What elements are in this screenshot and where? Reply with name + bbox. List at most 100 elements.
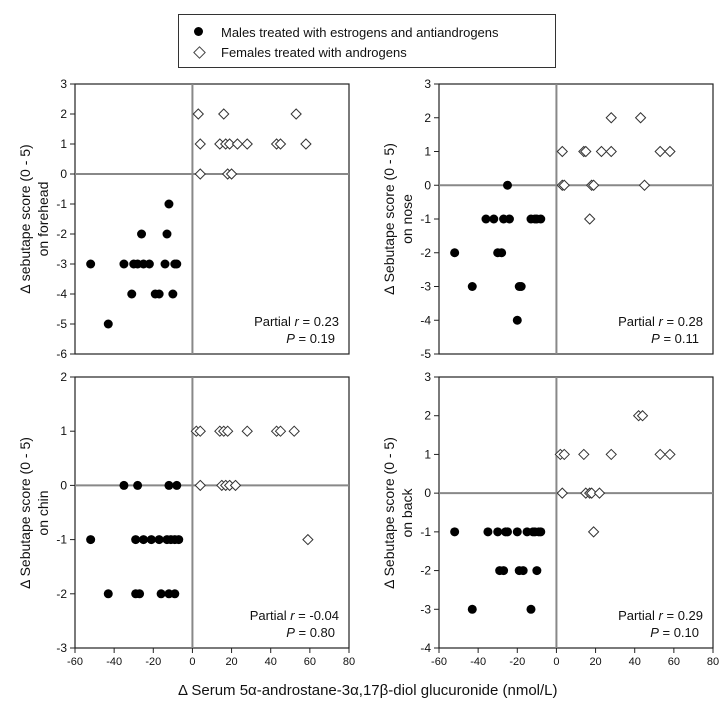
legend-item-females: Females treated with androgens bbox=[191, 42, 407, 62]
scatter-panel-bottom-right: -4 -3 -2 -1 0 1 2 3 -60 -40 -20 0 20 40 60 80 Δ Sebutape… bbox=[381, 370, 719, 668]
male-data-point bbox=[119, 259, 129, 269]
legend: Males treated with estrogens and antiand… bbox=[178, 14, 556, 68]
male-data-point bbox=[131, 535, 141, 545]
female-data-point bbox=[636, 410, 649, 422]
y-tick-label: -5 bbox=[420, 347, 431, 361]
female-data-point bbox=[225, 168, 238, 180]
y-axis-label: Δ Sebutape score (0 - 5) on back bbox=[381, 437, 415, 589]
female-data-point bbox=[290, 108, 302, 120]
filled-circle-icon bbox=[191, 24, 207, 40]
partial-r-symbol: r bbox=[290, 608, 295, 623]
open-diamond-icon bbox=[191, 44, 207, 60]
y-tick-label: 3 bbox=[424, 77, 431, 91]
female-data-point bbox=[231, 138, 244, 150]
male-data-point bbox=[135, 589, 145, 599]
p-value-annotation: P = 0.10 bbox=[650, 625, 699, 640]
female-data-point bbox=[218, 108, 230, 120]
x-tick-label: 80 bbox=[343, 656, 355, 668]
male-data-point bbox=[86, 535, 96, 545]
male-data-point bbox=[512, 315, 522, 325]
y-tick-label: 2 bbox=[60, 107, 67, 121]
male-data-point bbox=[137, 229, 147, 239]
female-data-point bbox=[605, 145, 617, 158]
female-data-point bbox=[192, 108, 205, 120]
y-tick-label: -2 bbox=[56, 587, 67, 601]
y-tick-label: -2 bbox=[420, 564, 431, 578]
y-tick-label: -5 bbox=[56, 317, 67, 331]
partial-r-value: = -0.04 bbox=[295, 608, 339, 623]
x-tick-label: 0 bbox=[553, 656, 559, 668]
partial-r-annotation: Partial r = 0.23 bbox=[254, 314, 339, 329]
female-data-point bbox=[274, 425, 287, 437]
y-tick-label: -2 bbox=[56, 227, 67, 241]
y-tick-label: 3 bbox=[424, 370, 431, 384]
x-tick-label: -40 bbox=[470, 656, 486, 668]
y-tick-label: -4 bbox=[420, 313, 431, 327]
y-tick-label: 2 bbox=[60, 370, 67, 384]
x-tick-label: 40 bbox=[265, 656, 277, 668]
female-data-point bbox=[654, 145, 666, 158]
y-tick-label: -3 bbox=[420, 280, 431, 294]
female-data-point bbox=[583, 213, 596, 225]
male-data-point bbox=[503, 180, 512, 190]
x-tick-label: -20 bbox=[509, 656, 525, 668]
female-data-point bbox=[585, 487, 598, 499]
female-data-point bbox=[229, 479, 242, 492]
female-data-point bbox=[241, 425, 253, 437]
male-data-point bbox=[164, 199, 174, 209]
male-data-point bbox=[489, 214, 499, 224]
partial-r-symbol: r bbox=[659, 608, 664, 623]
male-data-point bbox=[172, 259, 182, 269]
x-tick-label: -40 bbox=[106, 656, 122, 668]
y-tick-label: -4 bbox=[56, 287, 67, 301]
y-axis-label-line2: on chin bbox=[35, 490, 51, 535]
partial-r-annotation: Partial r = 0.28 bbox=[618, 314, 703, 329]
male-data-point bbox=[103, 319, 113, 329]
y-tick-label: -4 bbox=[420, 641, 431, 655]
male-data-point bbox=[483, 527, 493, 537]
partial-r-annotation: Partial r = 0.29 bbox=[618, 608, 703, 623]
female-data-point bbox=[664, 145, 676, 158]
female-data-point bbox=[556, 145, 569, 158]
female-data-point bbox=[664, 448, 676, 461]
female-data-point bbox=[587, 526, 600, 538]
female-data-point bbox=[302, 533, 314, 546]
y-tick-label: 0 bbox=[60, 478, 67, 492]
x-tick-label: 60 bbox=[668, 656, 680, 668]
scatter-panel-bottom-left: -3 -2 -1 0 1 2 -60 -40 -20 0 20 40 60 80 Δ Sebutape sc… bbox=[17, 370, 355, 668]
y-axis-label-line1: Δ Sebutape score (0 - 5) bbox=[381, 143, 397, 295]
y-axis-label-line2: on forehead bbox=[35, 182, 51, 257]
p-symbol: P bbox=[650, 625, 659, 640]
female-data-point bbox=[634, 112, 647, 124]
female-data-point bbox=[587, 179, 600, 191]
female-data-point bbox=[274, 138, 287, 150]
y-tick-label: 1 bbox=[60, 137, 67, 151]
female-data-point bbox=[194, 479, 206, 492]
y-tick-label: -3 bbox=[420, 602, 431, 616]
y-axis-label: Δ Sebutape score (0 - 5) on chin bbox=[17, 437, 51, 589]
male-data-point bbox=[133, 480, 143, 490]
partial-r-prefix: Partial bbox=[250, 608, 290, 623]
female-data-point bbox=[558, 179, 570, 191]
y-tick-label: 1 bbox=[424, 447, 431, 461]
male-data-point bbox=[512, 527, 522, 537]
y-tick-label: 2 bbox=[424, 111, 431, 125]
female-data-point bbox=[593, 487, 606, 499]
female-data-point bbox=[654, 448, 666, 461]
partial-r-symbol: r bbox=[295, 314, 300, 329]
y-axis-label-line2: on nose bbox=[399, 194, 415, 244]
y-tick-label: -1 bbox=[56, 197, 67, 211]
male-data-point bbox=[170, 589, 180, 599]
male-data-point bbox=[467, 604, 477, 614]
p-value-annotation: P = 0.19 bbox=[286, 331, 335, 346]
p-symbol: P bbox=[651, 331, 660, 346]
partial-r-symbol: r bbox=[659, 314, 664, 329]
y-tick-label: -1 bbox=[56, 533, 67, 547]
female-data-point bbox=[558, 448, 570, 461]
y-axis-label-line1: Δ Sebutape score (0 - 5) bbox=[381, 437, 397, 589]
male-data-point bbox=[536, 214, 546, 224]
y-tick-label: -3 bbox=[56, 257, 67, 271]
male-data-point bbox=[493, 527, 503, 537]
x-tick-label: -20 bbox=[145, 656, 161, 668]
male-data-point bbox=[504, 214, 514, 224]
